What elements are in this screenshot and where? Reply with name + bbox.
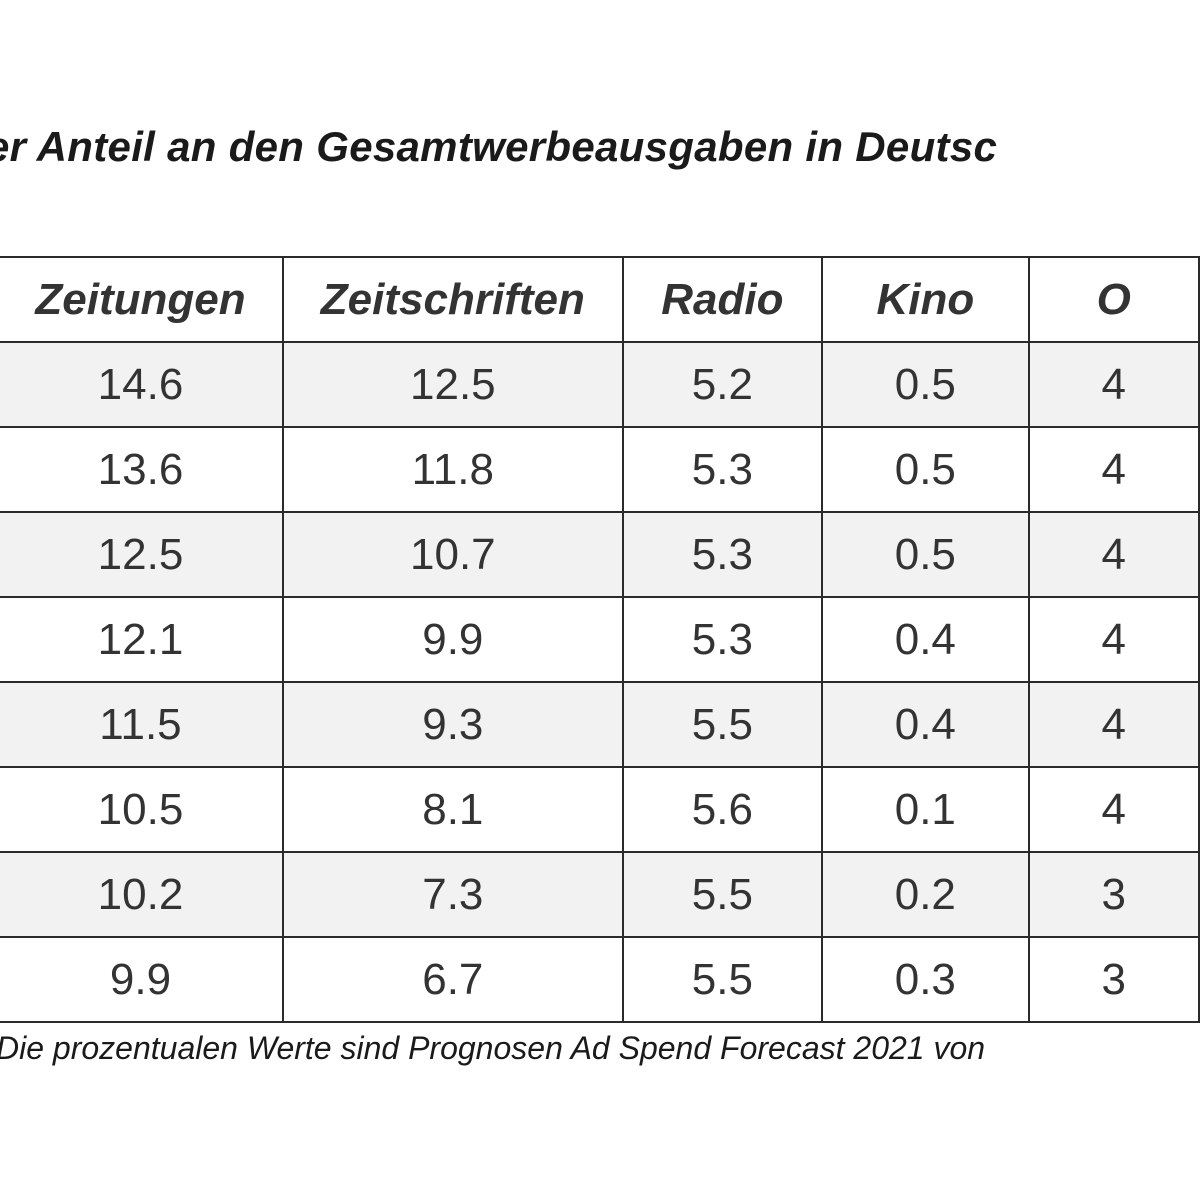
cell-zeitungen: 12.1 <box>0 596 284 683</box>
cell-radio: 5.5 <box>621 681 824 768</box>
table-header-row: Zeitungen Zeitschriften Radio Kino O <box>0 256 1200 343</box>
cell-kino: 0.3 <box>821 936 1030 1023</box>
cell-zeitungen: 10.2 <box>0 851 284 938</box>
header-radio: Radio <box>621 256 824 343</box>
cell-zeitungen: 10.5 <box>0 766 284 853</box>
cell-partial: 4 <box>1027 341 1200 428</box>
table-row: 12.5 10.7 5.3 0.5 4 <box>0 511 1200 598</box>
cell-radio: 5.3 <box>621 511 824 598</box>
cell-zeitschriften: 10.7 <box>281 511 624 598</box>
cell-radio: 5.6 <box>621 766 824 853</box>
cell-radio: 5.2 <box>621 341 824 428</box>
header-zeitungen: Zeitungen <box>0 256 284 343</box>
cell-kino: 0.1 <box>821 766 1030 853</box>
cell-kino: 0.4 <box>821 681 1030 768</box>
cell-zeitschriften: 7.3 <box>281 851 624 938</box>
table-row: 14.6 12.5 5.2 0.5 4 <box>0 341 1200 428</box>
cell-partial: 4 <box>1027 766 1200 853</box>
cell-kino: 0.5 <box>821 511 1030 598</box>
cell-partial: 4 <box>1027 596 1200 683</box>
table-title: der Anteil an den Gesamtwerbeausgaben in… <box>0 123 998 170</box>
table-row: 9.9 6.7 5.5 0.3 3 <box>0 936 1200 1023</box>
cell-zeitungen: 12.5 <box>0 511 284 598</box>
cell-zeitschriften: 12.5 <box>281 341 624 428</box>
cell-zeitungen: 13.6 <box>0 426 284 513</box>
cell-zeitschriften: 9.9 <box>281 596 624 683</box>
cell-radio: 5.5 <box>621 936 824 1023</box>
cell-kino: 0.5 <box>821 341 1030 428</box>
cell-partial: 4 <box>1027 426 1200 513</box>
header-kino: Kino <box>821 256 1030 343</box>
table-container: Zeitungen Zeitschriften Radio Kino O 14.… <box>0 256 1200 1023</box>
footnote: Die prozentualen Werte sind Prognosen Ad… <box>0 1030 986 1066</box>
cell-zeitungen: 9.9 <box>0 936 284 1023</box>
cell-partial: 3 <box>1027 936 1200 1023</box>
cell-zeitschriften: 6.7 <box>281 936 624 1023</box>
cell-radio: 5.5 <box>621 851 824 938</box>
cell-zeitschriften: 8.1 <box>281 766 624 853</box>
cell-kino: 0.4 <box>821 596 1030 683</box>
cell-zeitungen: 14.6 <box>0 341 284 428</box>
cell-partial: 4 <box>1027 511 1200 598</box>
header-zeitschriften: Zeitschriften <box>281 256 624 343</box>
cell-radio: 5.3 <box>621 426 824 513</box>
cell-radio: 5.3 <box>621 596 824 683</box>
cell-kino: 0.5 <box>821 426 1030 513</box>
cell-partial: 3 <box>1027 851 1200 938</box>
cell-kino: 0.2 <box>821 851 1030 938</box>
cell-zeitschriften: 11.8 <box>281 426 624 513</box>
cell-zeitschriften: 9.3 <box>281 681 624 768</box>
table-row: 13.6 11.8 5.3 0.5 4 <box>0 426 1200 513</box>
table-row: 10.5 8.1 5.6 0.1 4 <box>0 766 1200 853</box>
table-row: 10.2 7.3 5.5 0.2 3 <box>0 851 1200 938</box>
table-row: 11.5 9.3 5.5 0.4 4 <box>0 681 1200 768</box>
header-partial-column: O <box>1027 256 1200 343</box>
cell-partial: 4 <box>1027 681 1200 768</box>
cell-zeitungen: 11.5 <box>0 681 284 768</box>
table-row: 12.1 9.9 5.3 0.4 4 <box>0 596 1200 683</box>
ad-spend-share-table: Zeitungen Zeitschriften Radio Kino O 14.… <box>0 256 1200 1023</box>
